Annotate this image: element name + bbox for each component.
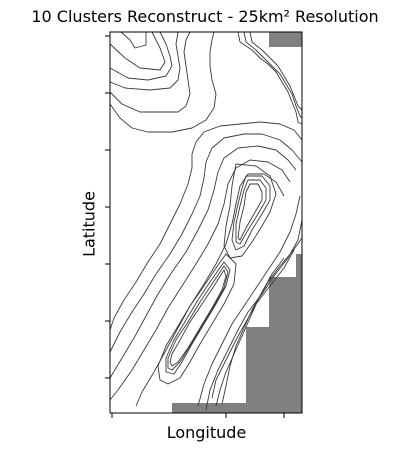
contour-line bbox=[215, 237, 303, 407]
contour-line bbox=[223, 163, 277, 259]
contour-line bbox=[237, 183, 263, 241]
contour-line bbox=[109, 31, 217, 133]
contour-line bbox=[221, 257, 285, 405]
contour-line bbox=[109, 31, 181, 91]
y-axis-ticks bbox=[105, 35, 110, 379]
plot-frame bbox=[109, 31, 303, 414]
contour-line bbox=[235, 179, 267, 245]
x-axis-label: Longitude bbox=[166, 423, 247, 442]
masked-region-top-right bbox=[269, 32, 302, 47]
x-axis-ticks bbox=[111, 413, 285, 418]
contour-line bbox=[165, 261, 231, 375]
contour-line bbox=[249, 31, 303, 111]
contour-line bbox=[205, 219, 303, 411]
contour-line bbox=[109, 145, 297, 379]
contour-line bbox=[109, 121, 303, 331]
contour-line bbox=[120, 31, 147, 49]
contour-line bbox=[167, 265, 229, 371]
contour-line bbox=[231, 175, 271, 251]
masked-region-bottom-right bbox=[172, 254, 302, 413]
y-axis-label: Latitude bbox=[79, 191, 99, 257]
contour-line bbox=[109, 133, 303, 353]
contour-line bbox=[109, 31, 173, 81]
masked-regions bbox=[172, 32, 302, 413]
contour-line bbox=[157, 253, 237, 385]
contour-line bbox=[109, 31, 166, 71]
contour-line bbox=[211, 249, 295, 399]
chart-title: 10 Clusters Reconstruct - 25km² Resoluti… bbox=[31, 7, 379, 26]
contour-line bbox=[197, 195, 301, 407]
contour-line bbox=[243, 31, 303, 119]
contour-line bbox=[169, 269, 227, 367]
contour-line bbox=[109, 31, 191, 113]
contour-line bbox=[237, 31, 303, 125]
contour-line bbox=[109, 159, 291, 401]
